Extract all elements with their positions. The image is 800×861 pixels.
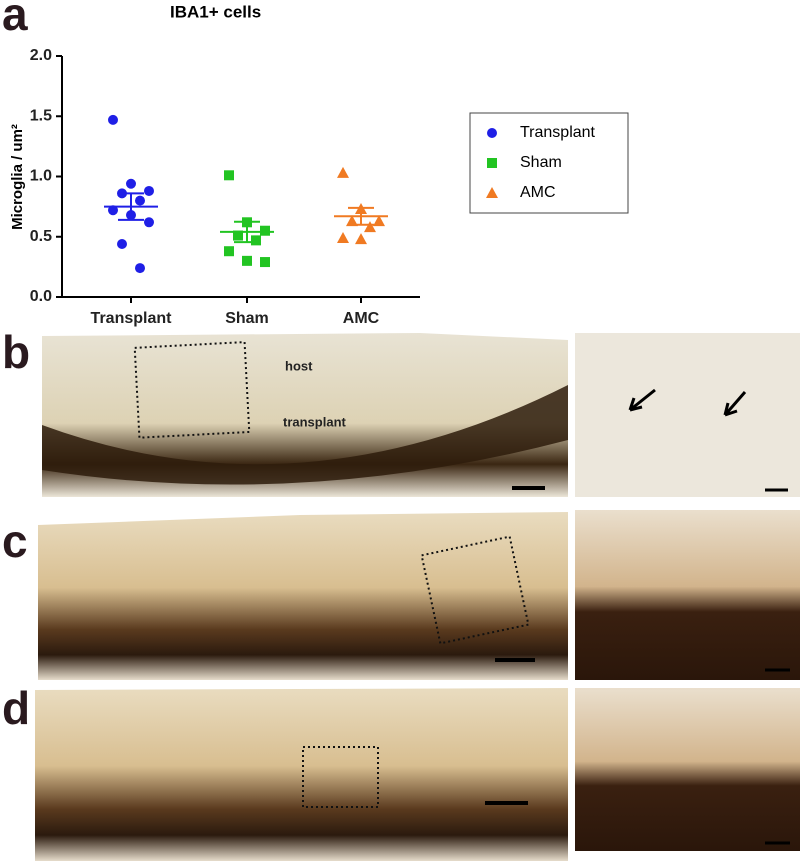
micrograph-inset bbox=[575, 333, 800, 497]
zoom-box bbox=[420, 535, 530, 645]
point bbox=[126, 178, 136, 189]
panel-label: c bbox=[2, 515, 28, 567]
tissue-band bbox=[42, 385, 568, 485]
y-axis-label: Microglia / um² bbox=[9, 124, 26, 230]
point bbox=[373, 215, 385, 227]
y-tick-label: 1.0 bbox=[30, 168, 52, 185]
point bbox=[224, 246, 234, 257]
point bbox=[135, 263, 145, 274]
zoom-box bbox=[302, 746, 379, 808]
panel-label: a bbox=[2, 0, 28, 40]
point bbox=[355, 233, 367, 245]
y-tick-label: 0.0 bbox=[30, 288, 52, 305]
panel-label: b bbox=[2, 326, 30, 378]
point bbox=[144, 185, 154, 196]
arrow bbox=[628, 388, 656, 412]
point bbox=[337, 166, 349, 178]
legend-label: AMC bbox=[520, 184, 556, 201]
micrograph-inset bbox=[575, 510, 800, 680]
micrograph bbox=[35, 688, 568, 861]
x-tick-label: Transplant bbox=[91, 310, 173, 327]
point bbox=[346, 215, 358, 227]
point bbox=[260, 257, 270, 268]
error-bar bbox=[348, 206, 374, 226]
point bbox=[135, 195, 145, 206]
x-tick-label: Sham bbox=[225, 310, 269, 327]
legend-marker bbox=[487, 128, 497, 138]
point bbox=[144, 217, 154, 228]
y-tick-label: 0.5 bbox=[30, 228, 52, 245]
legend-marker bbox=[487, 158, 497, 168]
zoom-box bbox=[133, 341, 251, 439]
image-label: transplant bbox=[283, 414, 347, 429]
error-bar bbox=[234, 220, 260, 244]
panel-label: d bbox=[2, 682, 30, 734]
legend-label: Sham bbox=[520, 154, 562, 171]
micrograph bbox=[38, 512, 568, 680]
arrow bbox=[723, 391, 747, 417]
point bbox=[364, 221, 376, 233]
point bbox=[117, 238, 127, 249]
point bbox=[108, 205, 118, 216]
image-label: host bbox=[285, 358, 313, 373]
micrograph-inset bbox=[575, 688, 800, 851]
chart-title: IBA1+ cells bbox=[170, 2, 261, 21]
point bbox=[260, 225, 270, 236]
point bbox=[108, 114, 118, 125]
error-bar bbox=[118, 192, 144, 221]
point bbox=[251, 235, 261, 246]
legend-marker bbox=[486, 187, 498, 198]
y-tick-label: 1.5 bbox=[30, 107, 52, 124]
x-tick-label: AMC bbox=[343, 310, 380, 327]
y-tick-label: 2.0 bbox=[30, 47, 52, 64]
legend-label: Transplant bbox=[520, 124, 596, 141]
point bbox=[233, 230, 243, 241]
point bbox=[337, 231, 349, 243]
point bbox=[242, 255, 252, 266]
point bbox=[224, 170, 234, 181]
